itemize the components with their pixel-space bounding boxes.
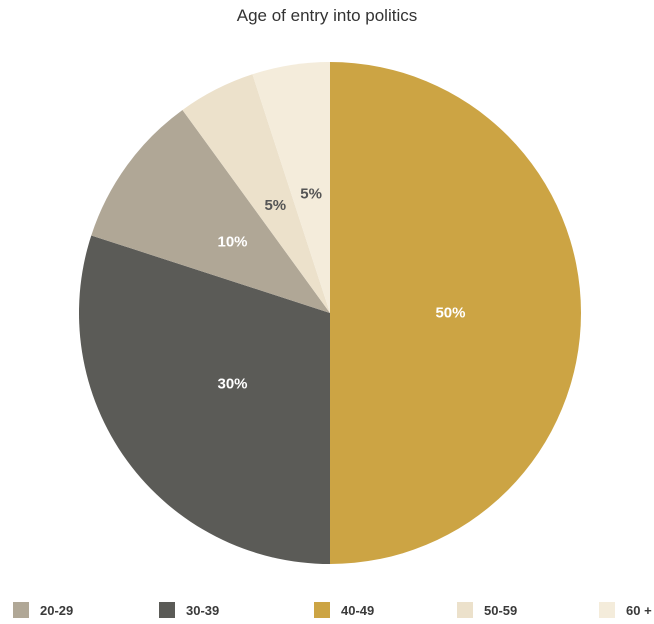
pie-slice-30-39 (78, 235, 331, 564)
legend-swatch (314, 602, 330, 618)
pie-slice-60 (252, 62, 330, 313)
pie-chart: 50% 30% 10% 5% 5% (78, 62, 581, 564)
chart-title: Age of entry into politics (236, 6, 418, 25)
legend-swatch (457, 602, 473, 618)
legend-item: 20-29 (13, 598, 73, 622)
legend-item: 40-49 (314, 598, 374, 622)
legend-label: 20-29 (40, 602, 74, 618)
slice-value-label: 5% (264, 197, 286, 214)
legend-item: 30-39 (159, 598, 219, 622)
slice-value-label: 5% (300, 186, 322, 203)
legend-label: 60 + (626, 602, 652, 618)
legend-item: 50-59 (457, 598, 517, 622)
legend: 20-29 30-39 40-49 50-59 60 + (0, 598, 654, 622)
legend-swatch (599, 602, 615, 618)
pie-slice-40-49 (330, 62, 581, 564)
slice-value-label: 50% (435, 305, 465, 322)
legend-label: 50-59 (484, 602, 518, 618)
legend-label: 30-39 (186, 602, 220, 618)
legend-label: 40-49 (341, 602, 375, 618)
legend-swatch (13, 602, 29, 618)
pie-slice-50-59 (182, 74, 330, 313)
legend-swatch (159, 602, 175, 618)
slice-value-label: 30% (218, 375, 248, 392)
legend-item: 60 + (599, 598, 652, 622)
slice-value-label: 10% (218, 234, 248, 251)
pie-slice-20-29 (91, 109, 330, 313)
